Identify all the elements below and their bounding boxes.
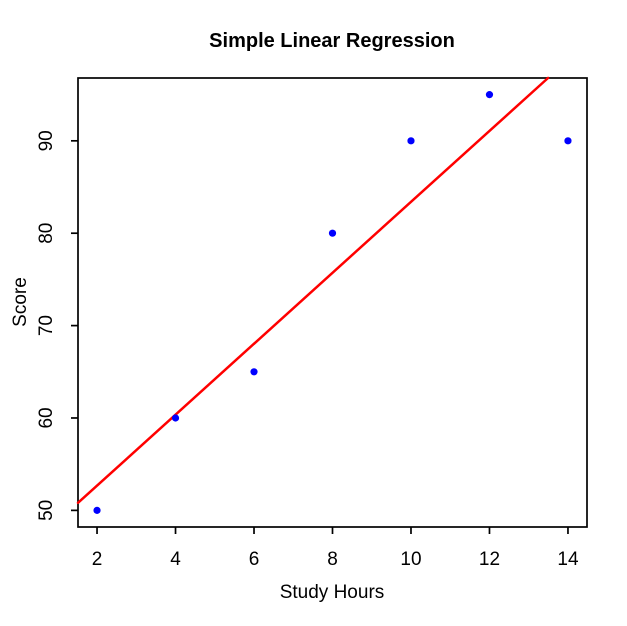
y-tick-label: 70	[36, 315, 57, 336]
data-point	[485, 91, 494, 99]
y-tick-label: 80	[36, 223, 57, 244]
y-axis-label: Score	[10, 277, 31, 327]
y-tick-label: 60	[36, 407, 57, 428]
regression-line	[76, 76, 550, 505]
data-point	[564, 137, 572, 145]
data-point	[328, 229, 337, 237]
chart-title: Simple Linear Regression	[209, 30, 455, 52]
plot-box	[77, 77, 588, 528]
data-point	[250, 368, 258, 376]
y-tick-label: 90	[36, 130, 57, 151]
x-tick-label: 8	[327, 549, 338, 570]
x-tick-label: 4	[170, 549, 181, 570]
y-tick-label: 50	[36, 500, 57, 521]
plot-area: 2 4 6 8 10 12 14 50 60 70 80 90	[36, 76, 588, 570]
x-axis-label: Study Hours	[280, 582, 385, 603]
x-tick-label: 2	[92, 549, 103, 570]
x-tick-label: 14	[557, 549, 579, 570]
data-point	[93, 506, 101, 514]
x-tick-label: 10	[400, 549, 421, 570]
x-tick-label: 12	[479, 549, 500, 570]
data-point	[407, 137, 415, 145]
data-point	[171, 414, 180, 422]
x-tick-label: 6	[249, 549, 260, 570]
